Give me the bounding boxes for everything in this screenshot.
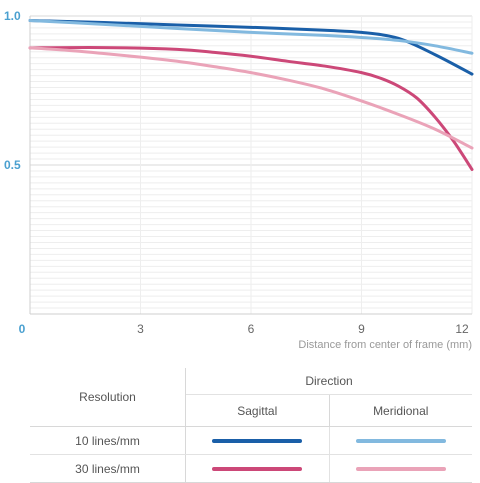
x-ticks: 0 3 6 9 12 [19,322,469,336]
legend-table: Resolution Direction Sagittal Meridional… [30,368,472,483]
resolution-label: 10 lines/mm [30,426,187,455]
series-lines [28,18,474,171]
series-line-2 [28,46,474,171]
y-tick-label: 0.5 [4,158,21,172]
y-tick-label: 1.0 [4,9,21,23]
x-tick-label: 12 [455,322,469,336]
series-line-3 [28,46,474,150]
series-line-1 [28,18,474,55]
legend-row: 30 lines/mm [30,454,472,483]
legend-swatch-10-meridional [355,439,446,444]
legend-swatch-30-meridional [355,467,446,472]
resolution-header: Resolution [30,368,187,427]
x-tick-label: 3 [137,322,144,336]
legend-row: 10 lines/mm [30,426,472,455]
resolution-label: 30 lines/mm [30,454,187,483]
meridional-header: Meridional [329,394,472,427]
y-ticks: 1.0 0.5 [4,9,21,172]
x-axis-label: Distance from center of frame (mm) [298,339,472,351]
legend-swatch-30-sagittal [212,467,303,472]
sagittal-header: Sagittal [185,394,330,427]
mtf-chart: 1.0 0.5 0 3 6 9 12 Distance from center of fr… [4,9,474,351]
x-tick-label: 9 [358,322,365,336]
gridlines [29,15,473,315]
series-line-0 [28,18,474,76]
direction-header: Direction [185,368,472,395]
x-tick-label: 0 [19,322,26,336]
x-tick-label: 6 [248,322,255,336]
legend-swatch-10-sagittal [212,439,303,444]
